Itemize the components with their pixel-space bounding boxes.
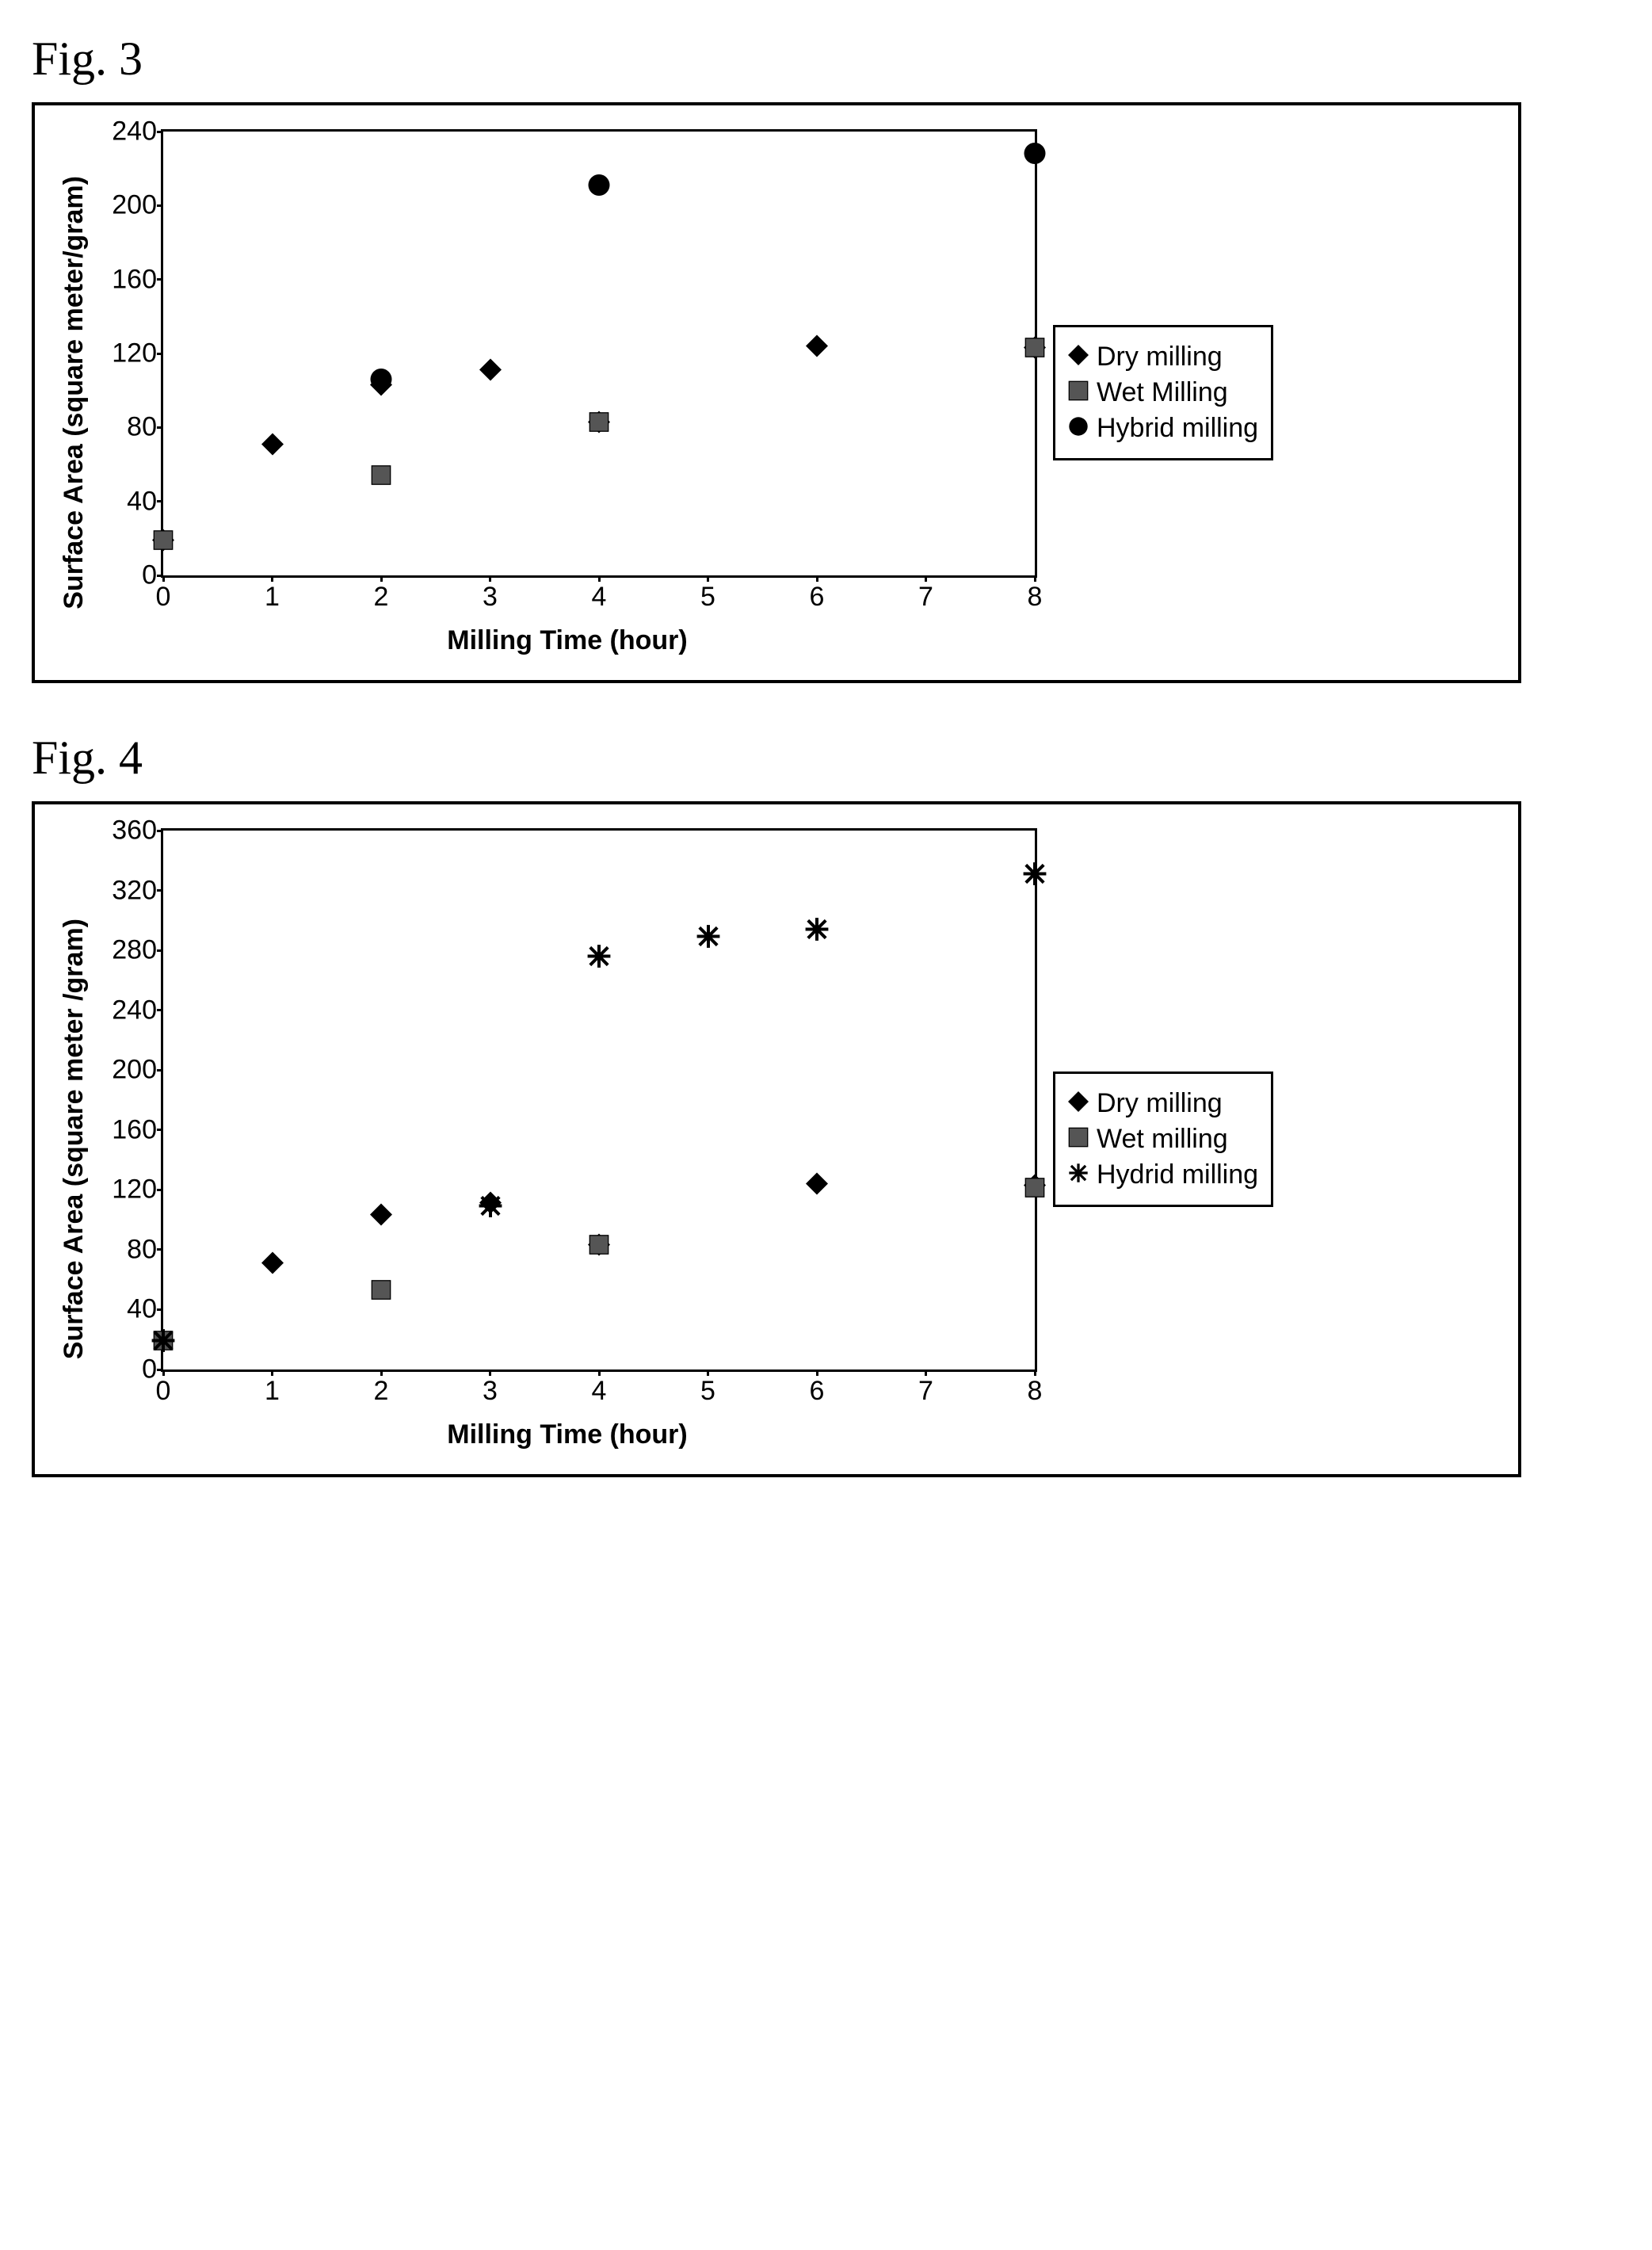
- x-tick-label: 1: [265, 1369, 280, 1407]
- legend-item: Dry milling: [1068, 1088, 1258, 1119]
- data-point: [369, 368, 393, 395]
- x-tick-label: 8: [1028, 1369, 1043, 1407]
- x-axis-label: Milling Time (hour): [447, 625, 687, 656]
- legend-item: Wet Milling: [1068, 377, 1258, 408]
- figure-label: Fig. 3: [32, 32, 1620, 86]
- y-tick-label: 160: [112, 264, 163, 295]
- legend-label: Hybrid milling: [1097, 413, 1258, 444]
- legend-item: Dry milling: [1068, 342, 1258, 372]
- x-tick-label: 7: [918, 1369, 933, 1407]
- y-tick-label: 80: [127, 1234, 163, 1265]
- square-icon: [1068, 377, 1089, 408]
- legend-item: Hybrid milling: [1068, 413, 1258, 444]
- y-tick-label: 120: [112, 338, 163, 369]
- data-point: [1022, 861, 1047, 890]
- data-point: [587, 174, 611, 201]
- data-point: [804, 916, 830, 945]
- x-tick-label: 5: [700, 575, 715, 613]
- y-tick-label: 200: [112, 1055, 163, 1086]
- legend-item: Hydrid milling: [1068, 1159, 1258, 1190]
- data-point: [696, 924, 721, 953]
- y-tick-label: 320: [112, 875, 163, 906]
- data-point: [479, 359, 502, 385]
- data-point: [1024, 1178, 1045, 1202]
- legend: Dry milling Wet milling Hydrid milling: [1053, 1072, 1273, 1207]
- legend-label: Wet Milling: [1097, 377, 1228, 408]
- x-tick-label: 5: [700, 1369, 715, 1407]
- legend-label: Dry milling: [1097, 1088, 1223, 1119]
- chart-container: Surface Area (square meter /gram) 040801…: [32, 801, 1521, 1477]
- data-point: [806, 1172, 828, 1198]
- x-tick-label: 4: [592, 575, 607, 613]
- plot-area: 04080120160200240280320360 012345678: [161, 828, 1037, 1372]
- x-tick-label: 3: [483, 1369, 498, 1407]
- data-point: [153, 530, 174, 555]
- x-tick-label: 8: [1028, 575, 1043, 613]
- x-tick-label: 3: [483, 575, 498, 613]
- asterisk-icon: [1068, 1159, 1089, 1190]
- data-point: [370, 1204, 392, 1230]
- x-tick-label: 0: [156, 1369, 171, 1407]
- x-tick-label: 6: [810, 575, 825, 613]
- diamond-icon: [1068, 1088, 1089, 1119]
- data-point: [806, 335, 828, 361]
- data-point: [589, 411, 609, 436]
- data-point: [261, 1251, 284, 1278]
- data-point: [371, 465, 391, 490]
- data-point: [1023, 142, 1047, 170]
- y-axis-label: Surface Area (square meter /gram): [59, 919, 90, 1359]
- data-point: [1024, 338, 1045, 362]
- x-tick-label: 2: [374, 575, 389, 613]
- y-tick-label: 360: [112, 816, 163, 846]
- y-tick-label: 80: [127, 412, 163, 443]
- square-icon: [1068, 1124, 1089, 1155]
- x-axis-label: Milling Time (hour): [447, 1419, 687, 1450]
- plot-area: 04080120160200240 012345678: [161, 129, 1037, 578]
- circle-icon: [1068, 413, 1089, 444]
- legend-label: Dry milling: [1097, 342, 1223, 372]
- x-tick-label: 4: [592, 1369, 607, 1407]
- data-point: [478, 1194, 503, 1223]
- data-point: [151, 1328, 176, 1358]
- x-tick-label: 0: [156, 575, 171, 613]
- x-tick-label: 1: [265, 575, 280, 613]
- legend-label: Wet milling: [1097, 1124, 1228, 1155]
- y-axis-label: Surface Area (square meter/gram): [59, 176, 90, 609]
- data-point: [586, 943, 612, 972]
- y-tick-label: 280: [112, 935, 163, 966]
- y-tick-label: 200: [112, 190, 163, 221]
- diamond-icon: [1068, 342, 1089, 372]
- legend: Dry milling Wet Milling Hybrid milling: [1053, 325, 1273, 460]
- x-tick-label: 2: [374, 1369, 389, 1407]
- y-tick-label: 40: [127, 1294, 163, 1325]
- chart-container: Surface Area (square meter/gram) 0408012…: [32, 102, 1521, 683]
- legend-item: Wet milling: [1068, 1124, 1258, 1155]
- x-tick-label: 7: [918, 575, 933, 613]
- y-tick-label: 240: [112, 995, 163, 1026]
- y-tick-label: 120: [112, 1175, 163, 1205]
- data-point: [371, 1279, 391, 1304]
- y-tick-label: 240: [112, 117, 163, 147]
- data-point: [261, 433, 284, 459]
- legend-label: Hydrid milling: [1097, 1159, 1258, 1190]
- y-tick-label: 40: [127, 486, 163, 517]
- y-tick-label: 160: [112, 1114, 163, 1145]
- data-point: [589, 1235, 609, 1259]
- x-tick-label: 6: [810, 1369, 825, 1407]
- figure-label: Fig. 4: [32, 731, 1620, 785]
